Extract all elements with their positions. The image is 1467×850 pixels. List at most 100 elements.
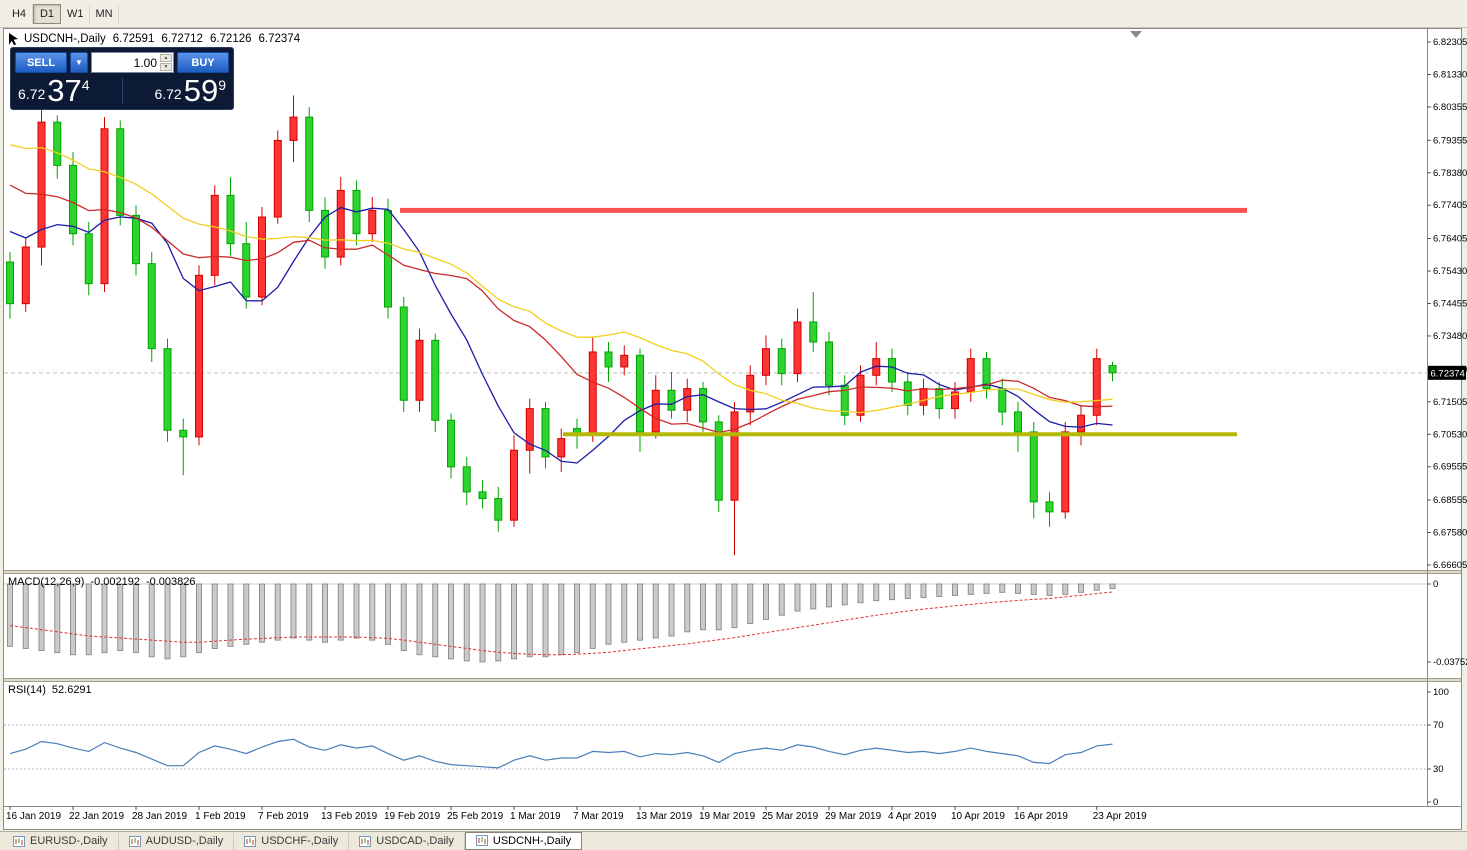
one-click-trading-panel: SELL ▼ ▲ ▼ BUY 6.72 37 4 6.72 59 9	[10, 47, 234, 110]
svg-text:6.81330: 6.81330	[1433, 69, 1467, 80]
ma-fast-blue	[9, 206, 1113, 464]
sell-price-display[interactable]: 6.72 37 4	[18, 73, 90, 108]
cursor-arrow-icon	[8, 32, 20, 46]
svg-text:29 Mar 2019: 29 Mar 2019	[825, 811, 882, 822]
chart-shift-marker	[1130, 31, 1142, 38]
timeframe-w1-button[interactable]: W1	[61, 3, 90, 24]
time-axis: 16 Jan 2019 22 Jan 2019 28 Jan 2019 1 Feb 2…	[6, 806, 1147, 822]
rsi-name: RSI(14)	[8, 684, 46, 696]
svg-text:6.67580: 6.67580	[1433, 528, 1467, 539]
buy-price-big: 59	[183, 73, 219, 108]
svg-text:19 Feb 2019: 19 Feb 2019	[384, 811, 441, 822]
chart-tab-bar: EURUSD-,Daily AUDUSD-,Daily USDCHF-,Dail…	[0, 831, 1467, 850]
svg-text:7 Feb 2019: 7 Feb 2019	[258, 811, 309, 822]
svg-text:19 Mar 2019: 19 Mar 2019	[699, 811, 756, 822]
tab-usdcad-daily[interactable]: USDCAD-,Daily	[349, 832, 465, 850]
svg-text:10 Apr 2019: 10 Apr 2019	[951, 811, 1005, 822]
chart-tab-icon	[13, 835, 25, 847]
svg-text:1 Feb 2019: 1 Feb 2019	[195, 811, 246, 822]
volume-up-button[interactable]: ▲	[160, 54, 172, 62]
tab-eurusd-daily[interactable]: EURUSD-,Daily	[3, 832, 119, 850]
rsi-value: 52.6291	[51, 684, 92, 696]
buy-price-display[interactable]: 6.72 59 9	[154, 73, 226, 108]
timeframe-h4-button[interactable]: H4	[5, 3, 33, 24]
chart-title-ohlc: USDCNH-,Daily 6.72591 6.72712 6.72126 6.…	[24, 33, 300, 45]
svg-text:6.77405: 6.77405	[1433, 200, 1467, 211]
svg-text:6.70530: 6.70530	[1433, 429, 1467, 440]
macd-signal-value: -0.003826	[145, 576, 196, 588]
svg-text:7 Mar 2019: 7 Mar 2019	[573, 811, 624, 822]
svg-text:23 Apr 2019: 23 Apr 2019	[1093, 811, 1147, 822]
svg-text:6.66605: 6.66605	[1433, 560, 1467, 571]
volume-dropdown-button[interactable]: ▼	[70, 52, 88, 73]
macd-label: MACD(12,26,9) -0.002192 -0.003826	[8, 576, 196, 588]
svg-text:13 Feb 2019: 13 Feb 2019	[321, 811, 378, 822]
rsi-label: RSI(14) 52.6291	[8, 684, 92, 696]
chart-tab-icon	[244, 835, 257, 847]
sell-price-prefix: 6.72	[18, 86, 46, 102]
rsi-line	[9, 738, 1113, 769]
timeframe-mn-button[interactable]: MN	[90, 3, 119, 24]
tab-usdchf-daily[interactable]: USDCHF-,Daily	[234, 832, 350, 850]
svg-text:6.76405: 6.76405	[1433, 234, 1467, 245]
chart-tab-icon	[475, 835, 488, 846]
svg-text:1 Mar 2019: 1 Mar 2019	[510, 811, 561, 822]
svg-text:6.72374: 6.72374	[1431, 368, 1465, 379]
svg-text:16 Jan 2019: 16 Jan 2019	[6, 811, 61, 822]
chart-tab-icon	[359, 835, 372, 847]
svg-text:100: 100	[1433, 687, 1449, 698]
svg-text:6.74455: 6.74455	[1433, 299, 1467, 310]
high-value: 6.72712	[161, 33, 203, 45]
symbol-period-label: USDCNH-,Daily	[24, 33, 106, 45]
svg-text:28 Jan 2019: 28 Jan 2019	[132, 811, 187, 822]
svg-text:6.79355: 6.79355	[1433, 135, 1467, 146]
sell-price-sup: 4	[81, 77, 90, 93]
volume-spinner: ▲ ▼	[160, 54, 172, 71]
buy-price-sup: 9	[218, 77, 226, 93]
timeframe-d1-button[interactable]: D1	[33, 3, 61, 24]
volume-input[interactable]	[92, 53, 173, 72]
close-value: 6.72374	[258, 33, 301, 45]
macd-layer: 0 -0.037529	[4, 579, 1467, 668]
svg-text:0: 0	[1433, 579, 1438, 590]
svg-text:70: 70	[1433, 720, 1444, 731]
macd-main-value: -0.002192	[90, 576, 140, 588]
svg-text:6.80355: 6.80355	[1433, 102, 1467, 113]
price-axis: 6.82305 6.81330 6.80355 6.79355 6.78380 6.774…	[1427, 37, 1467, 571]
svg-text:6.73480: 6.73480	[1433, 331, 1467, 342]
svg-text:6.68555: 6.68555	[1433, 495, 1467, 506]
svg-text:25 Feb 2019: 25 Feb 2019	[447, 811, 504, 822]
volume-down-button[interactable]: ▼	[160, 63, 172, 71]
volume-field: ▲ ▼	[91, 52, 174, 73]
sell-price-big: 37	[47, 73, 82, 108]
svg-text:13 Mar 2019: 13 Mar 2019	[636, 811, 693, 822]
svg-text:-0.037529: -0.037529	[1433, 657, 1467, 668]
price-divider	[121, 78, 123, 104]
svg-text:6.78380: 6.78380	[1433, 168, 1467, 179]
ma-slow-yellow	[9, 144, 1113, 414]
svg-text:25 Mar 2019: 25 Mar 2019	[762, 811, 819, 822]
chart-tab-icon	[128, 835, 141, 847]
macd-name: MACD(12,26,9)	[8, 576, 85, 588]
buy-button[interactable]: BUY	[177, 52, 229, 73]
tab-usdcnh-daily[interactable]: USDCNH-,Daily	[464, 831, 583, 850]
svg-text:4 Apr 2019: 4 Apr 2019	[888, 811, 937, 822]
svg-text:6.82305: 6.82305	[1433, 37, 1467, 48]
svg-text:6.75430: 6.75430	[1433, 266, 1467, 277]
svg-text:30: 30	[1433, 764, 1444, 775]
open-value: 6.72591	[112, 33, 155, 45]
svg-text:6.71505: 6.71505	[1433, 397, 1467, 408]
svg-text:0: 0	[1433, 797, 1438, 808]
moving-averages-layer	[9, 144, 1113, 464]
tab-audusd-daily[interactable]: AUDUSD-,Daily	[119, 832, 235, 850]
ma-mid-red	[9, 184, 1113, 434]
svg-text:6.69555: 6.69555	[1433, 462, 1467, 473]
rsi-layer: 100 70 30 0	[4, 687, 1449, 808]
current-price-badge: 6.72374	[1428, 365, 1466, 380]
svg-text:16 Apr 2019: 16 Apr 2019	[1014, 811, 1068, 822]
buy-price-prefix: 6.72	[154, 86, 182, 102]
low-value: 6.72126	[209, 33, 252, 45]
svg-text:22 Jan 2019: 22 Jan 2019	[69, 811, 124, 822]
sell-button[interactable]: SELL	[15, 52, 67, 73]
